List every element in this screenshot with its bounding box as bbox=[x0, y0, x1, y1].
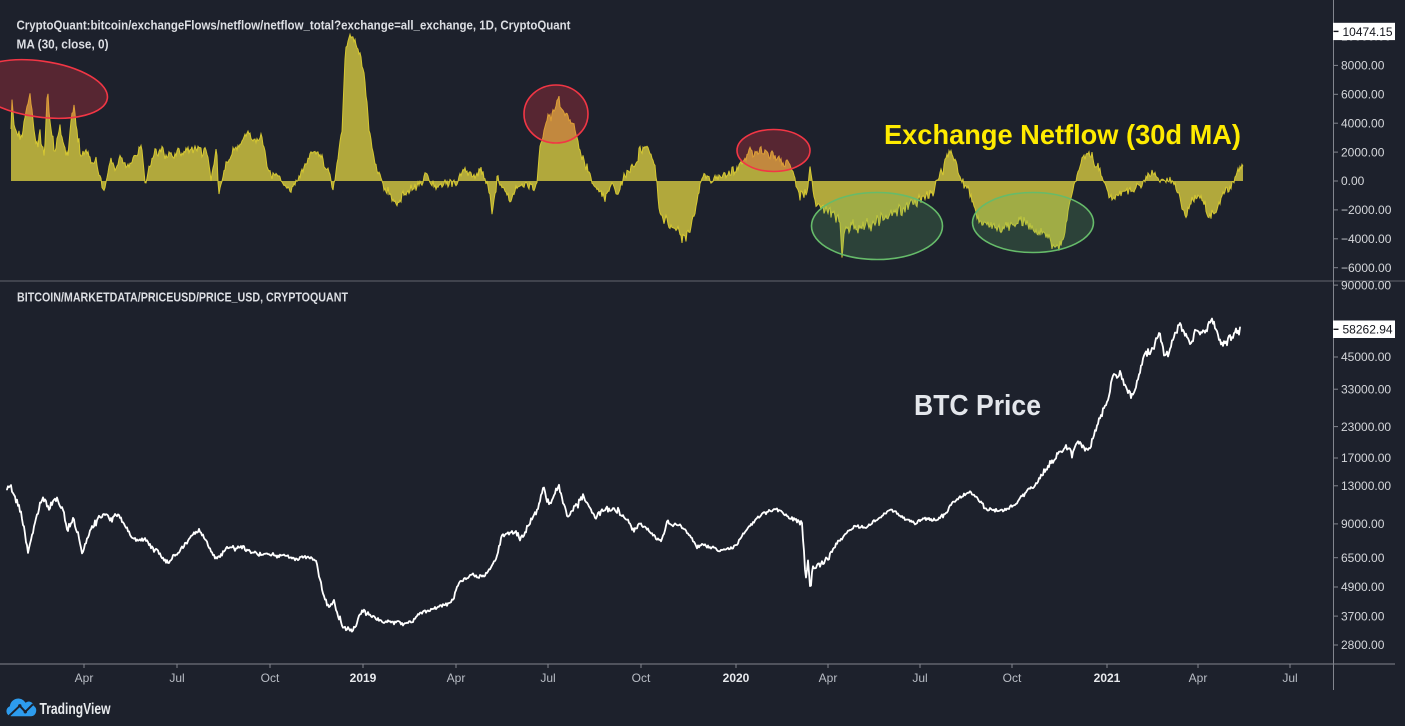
svg-text:33000.00: 33000.00 bbox=[1341, 382, 1391, 396]
svg-text:13000.00: 13000.00 bbox=[1341, 479, 1391, 493]
svg-text:Apr: Apr bbox=[75, 671, 94, 685]
svg-text:6000.00: 6000.00 bbox=[1341, 88, 1385, 102]
svg-text:Oct: Oct bbox=[1003, 671, 1022, 685]
svg-text:2020: 2020 bbox=[723, 671, 750, 685]
svg-text:CryptoQuant:bitcoin/exchangeFl: CryptoQuant:bitcoin/exchangeFlows/netflo… bbox=[17, 18, 572, 33]
svg-text:8000.00: 8000.00 bbox=[1341, 59, 1385, 73]
svg-text:0.00: 0.00 bbox=[1341, 174, 1365, 188]
svg-text:Apr: Apr bbox=[447, 671, 466, 685]
svg-text:6500.00: 6500.00 bbox=[1341, 551, 1385, 565]
svg-text:−2000.00: −2000.00 bbox=[1341, 203, 1392, 217]
svg-text:58262.94: 58262.94 bbox=[1343, 323, 1393, 337]
svg-text:2800.00: 2800.00 bbox=[1341, 638, 1385, 652]
svg-text:90000.00: 90000.00 bbox=[1341, 278, 1391, 292]
svg-text:2000.00: 2000.00 bbox=[1341, 145, 1385, 159]
svg-text:23000.00: 23000.00 bbox=[1341, 420, 1391, 434]
svg-text:45000.00: 45000.00 bbox=[1341, 350, 1391, 364]
svg-text:MA (30, close, 0): MA (30, close, 0) bbox=[17, 37, 109, 52]
svg-text:−4000.00: −4000.00 bbox=[1341, 232, 1392, 246]
svg-text:Jul: Jul bbox=[540, 671, 555, 685]
svg-text:Jul: Jul bbox=[1282, 671, 1297, 685]
svg-text:2019: 2019 bbox=[350, 671, 377, 685]
svg-text:Jul: Jul bbox=[912, 671, 927, 685]
svg-text:4000.00: 4000.00 bbox=[1341, 116, 1385, 130]
svg-text:3700.00: 3700.00 bbox=[1341, 609, 1385, 623]
svg-text:10474.15: 10474.15 bbox=[1343, 25, 1393, 39]
svg-text:Apr: Apr bbox=[819, 671, 838, 685]
svg-text:4900.00: 4900.00 bbox=[1341, 580, 1385, 594]
svg-text:17000.00: 17000.00 bbox=[1341, 451, 1391, 465]
svg-text:9000.00: 9000.00 bbox=[1341, 517, 1385, 531]
svg-text:−6000.00: −6000.00 bbox=[1341, 261, 1392, 275]
svg-text:Exchange Netflow (30d MA): Exchange Netflow (30d MA) bbox=[884, 119, 1241, 150]
svg-text:Oct: Oct bbox=[632, 671, 651, 685]
svg-text:Oct: Oct bbox=[261, 671, 280, 685]
svg-text:Jul: Jul bbox=[169, 671, 184, 685]
svg-text:BITCOIN/MARKETDATA/PRICEUSD/PR: BITCOIN/MARKETDATA/PRICEUSD/PRICE_USD, C… bbox=[17, 291, 348, 305]
svg-text:2021: 2021 bbox=[1094, 671, 1121, 685]
svg-text:TradingView: TradingView bbox=[40, 701, 112, 718]
svg-text:Apr: Apr bbox=[1189, 671, 1208, 685]
svg-text:BTC Price: BTC Price bbox=[914, 390, 1041, 422]
